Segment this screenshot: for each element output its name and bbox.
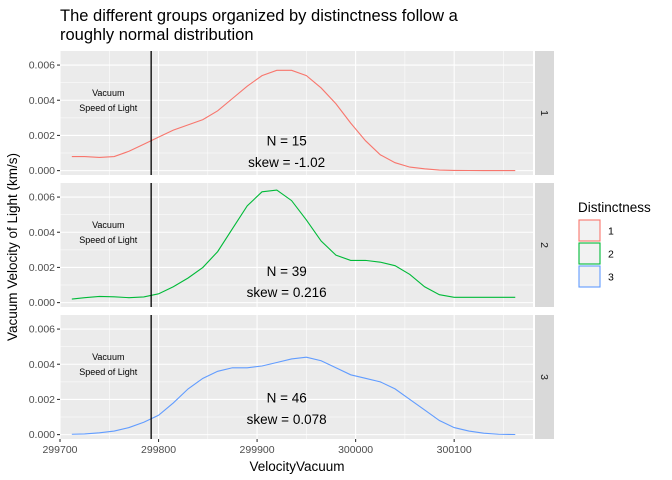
x-tick-label: 299900 <box>240 444 275 456</box>
facet-panel-2: 0.000 0.002 0.004 0.006 Vacuum Speed of Light… <box>29 183 554 309</box>
legend-title: Distinctness <box>578 200 651 215</box>
y-tick-label: 0.004 <box>29 95 55 107</box>
legend-key-2 <box>578 242 601 265</box>
y-tick-label: 0.002 <box>29 262 55 274</box>
facet-panel-3: 0.000 0.002 0.004 0.006 Vacuum Speed of Light… <box>29 315 554 441</box>
chart-title: The different groups organized by distin… <box>60 7 459 44</box>
legend: Distinctness 1 2 3 <box>578 200 651 288</box>
y-tick-label: 0.000 <box>29 297 55 309</box>
y-tick-label: 0.002 <box>29 394 55 406</box>
chart-title-line-1: The different groups organized by distin… <box>60 7 459 25</box>
density-line-2 <box>71 189 516 300</box>
skew-annotation: skew = -1.02 <box>248 155 325 170</box>
y-tick-label: 0.006 <box>29 324 55 336</box>
y-tick-label: 0.002 <box>29 130 55 142</box>
facet-panels: 0.000 0.002 0.004 0.006 Vacuum Speed of Light… <box>29 51 554 441</box>
x-axis: 299700 299800 299900 300000 300100 <box>42 439 472 456</box>
facet-strip <box>535 51 554 175</box>
legend-label-2: 2 <box>608 249 614 261</box>
facet-strip-label: 1 <box>538 110 550 116</box>
x-axis-title: VelocityVacuum <box>249 459 344 474</box>
y-tick-label: 0.000 <box>29 165 55 177</box>
x-tick-label: 300000 <box>338 444 373 456</box>
facet-strip <box>535 183 554 307</box>
chart-title-line-2: roughly normal distribution <box>60 26 254 44</box>
y-tick-label: 0.000 <box>29 429 55 441</box>
legend-key-1 <box>578 219 601 242</box>
legend-key-3 <box>578 265 601 288</box>
sample-size-annotation: N = 46 <box>267 391 307 406</box>
facet-strip-label: 3 <box>538 374 550 380</box>
vacuum-speed-label: Speed of Light <box>79 367 138 377</box>
sample-size-annotation: N = 39 <box>267 264 307 279</box>
facet-panel-1: 0.000 0.002 0.004 0.006 Vacuum Speed of Light… <box>29 51 554 177</box>
x-tick-label: 300100 <box>437 444 472 456</box>
legend-label-3: 3 <box>608 272 614 284</box>
y-tick-label: 0.006 <box>29 192 55 204</box>
y-axis-title: Vacuum Velocity of Light (km/s) <box>5 153 20 341</box>
y-tick-label: 0.004 <box>29 359 55 371</box>
x-tick-label: 299700 <box>42 444 77 456</box>
facet-strip <box>535 315 554 439</box>
facet-strip-label: 2 <box>538 242 550 248</box>
y-tick-label: 0.006 <box>29 60 55 72</box>
density-line-3 <box>71 356 516 436</box>
density-line-1 <box>71 69 516 172</box>
y-tick-label: 0.004 <box>29 227 55 239</box>
vacuum-speed-label: Speed of Light <box>79 103 138 113</box>
x-tick-label: 299800 <box>141 444 176 456</box>
skew-annotation: skew = 0.216 <box>247 285 327 300</box>
skew-annotation: skew = 0.078 <box>247 412 327 427</box>
vacuum-speed-label: Vacuum <box>92 352 124 362</box>
sample-size-annotation: N = 15 <box>267 134 307 149</box>
vacuum-speed-label: Vacuum <box>92 220 124 230</box>
legend-label-1: 1 <box>608 226 614 238</box>
vacuum-speed-label: Speed of Light <box>79 235 138 245</box>
vacuum-speed-label: Vacuum <box>92 88 124 98</box>
